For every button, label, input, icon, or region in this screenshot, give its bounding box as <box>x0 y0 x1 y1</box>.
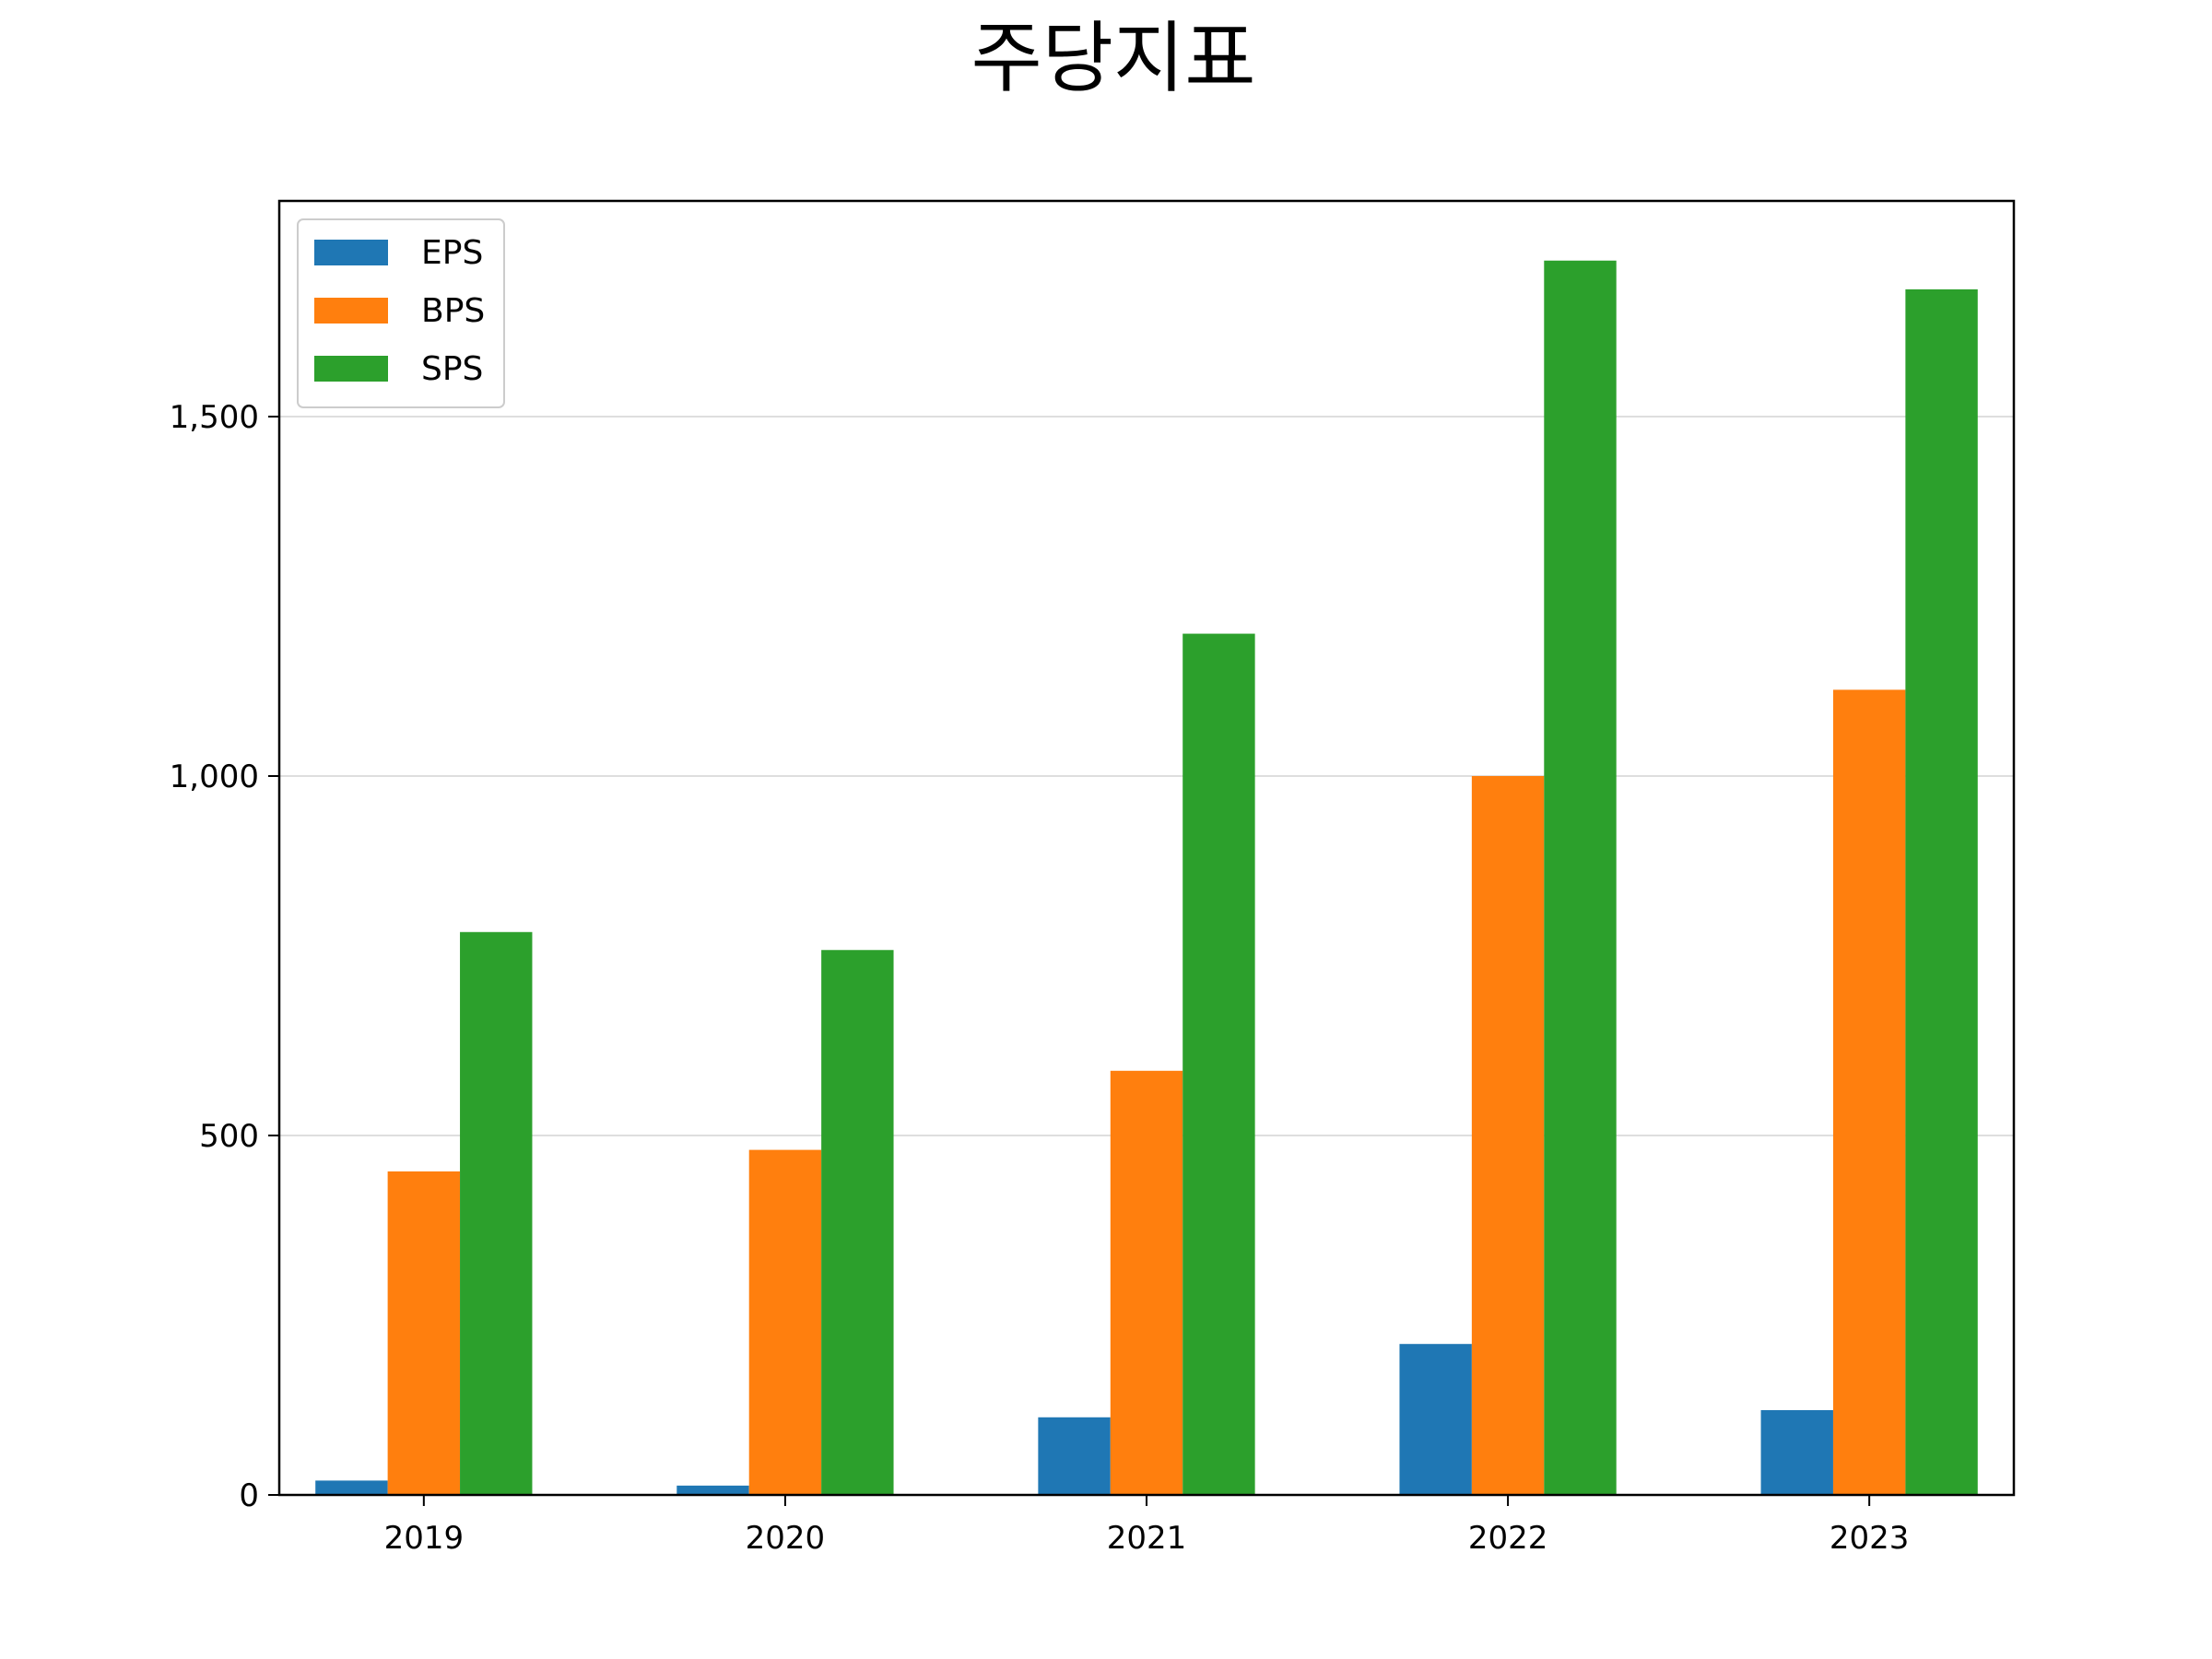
legend-label-sps: SPS <box>421 350 483 388</box>
bar-bps-2023 <box>1832 689 1906 1495</box>
bar-bps-2021 <box>1110 1070 1183 1495</box>
bar-sps-2022 <box>1544 260 1617 1495</box>
x-tick-label: 2023 <box>1830 1520 1910 1557</box>
bar-eps-2023 <box>1760 1409 1833 1495</box>
legend-swatch-sps <box>314 356 388 382</box>
legend: EPS BPS SPS <box>297 218 505 408</box>
chart-title: 주당지표 <box>971 13 1255 103</box>
bar-eps-2019 <box>315 1480 388 1495</box>
bar-eps-2020 <box>677 1485 749 1495</box>
y-tick-label: 1,000 <box>170 759 259 795</box>
x-tick-label: 2021 <box>1107 1520 1187 1557</box>
y-axis: 0 500 1,000 1,500 <box>170 399 279 1514</box>
bars <box>315 260 1978 1496</box>
bar-sps-2019 <box>460 932 533 1495</box>
grid-lines <box>279 416 2014 1136</box>
legend-swatch-bps <box>314 298 388 324</box>
y-tick-label: 0 <box>239 1477 259 1514</box>
y-tick-label: 1,500 <box>170 399 259 436</box>
y-tick-label: 500 <box>199 1118 259 1155</box>
bar-bps-2019 <box>387 1171 461 1495</box>
bar-bps-2022 <box>1471 776 1545 1495</box>
bar-eps-2021 <box>1038 1417 1111 1495</box>
bar-sps-2020 <box>821 949 894 1495</box>
bar-sps-2023 <box>1905 288 1978 1496</box>
x-tick-label: 2019 <box>384 1520 465 1557</box>
bar-eps-2022 <box>1399 1344 1472 1495</box>
legend-label-bps: BPS <box>421 292 485 330</box>
legend-swatch-eps <box>314 240 388 265</box>
legend-label-eps: EPS <box>421 234 483 272</box>
x-tick-label: 2022 <box>1468 1520 1548 1557</box>
bar-bps-2020 <box>748 1149 822 1495</box>
x-axis: 2019 2020 2021 2022 2023 <box>384 1495 1910 1557</box>
x-tick-label: 2020 <box>746 1520 826 1557</box>
bar-sps-2021 <box>1182 633 1255 1495</box>
